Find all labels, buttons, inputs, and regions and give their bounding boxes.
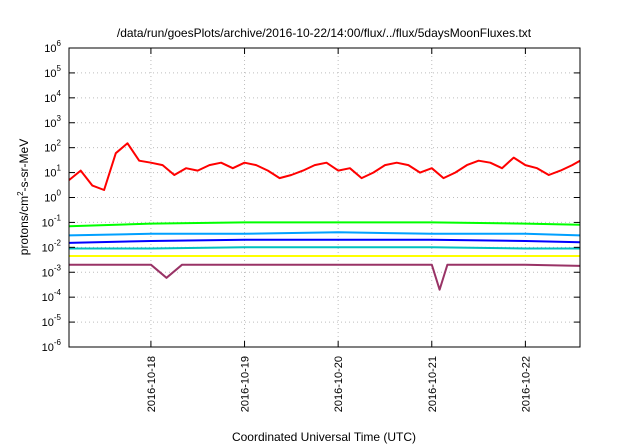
x-axis-label: Coordinated Universal Time (UTC) — [232, 430, 416, 444]
y-tick-label: 10-5 — [42, 313, 62, 329]
y-tick-base: 10 — [42, 217, 54, 229]
y-tick-exponent: 5 — [57, 64, 62, 73]
y-tick-base: 10 — [44, 118, 56, 130]
y-tick-label: 10-3 — [42, 263, 62, 279]
y-tick-label: 103 — [44, 114, 61, 130]
y-tick-exponent: 1 — [57, 164, 62, 173]
y-tick-label: 10-6 — [42, 338, 62, 354]
y-axis: 10-610-510-410-310-210-11001011021031041… — [42, 39, 580, 354]
x-tick-label: 2016-10-20 — [333, 356, 345, 412]
series-line-2 — [68, 221, 581, 228]
series-line-1 — [68, 142, 581, 191]
y-tick-label: 100 — [44, 189, 61, 205]
y-tick-exponent: -3 — [54, 263, 62, 272]
y-tick-label: 102 — [44, 139, 61, 155]
series-line-7 — [69, 263, 581, 291]
x-axis: 2016-10-18 2016-10-19 2016-10-20 2016-10-21… — [146, 48, 532, 412]
x-tick-label: 2016-10-21 — [427, 356, 439, 412]
series-layer — [68, 142, 581, 291]
y-tick-base: 10 — [42, 267, 54, 279]
y-tick-label: 101 — [44, 164, 61, 180]
y-axis-label: protons/cm2-s-sr-MeV — [16, 139, 31, 255]
y-tick-base: 10 — [42, 317, 54, 329]
x-tick-label: 2016-10-18 — [146, 356, 158, 412]
y-tick-base: 10 — [42, 242, 54, 254]
y-tick-base: 10 — [42, 292, 54, 304]
y-tick-exponent: 3 — [57, 114, 62, 123]
y-tick-label: 10-2 — [42, 238, 62, 254]
y-axis-label-superscript: 2 — [16, 191, 25, 196]
series-line-5 — [69, 246, 580, 250]
series-line-4 — [68, 238, 581, 244]
y-axis-label-suffix: -s-sr-MeV — [17, 139, 31, 192]
y-tick-base: 10 — [44, 93, 56, 105]
y-tick-base: 10 — [42, 342, 54, 354]
y-tick-exponent: 4 — [57, 89, 62, 98]
y-tick-exponent: -2 — [54, 238, 62, 247]
y-tick-base: 10 — [44, 143, 56, 155]
y-tick-exponent: -4 — [54, 288, 62, 297]
y-tick-exponent: 0 — [57, 189, 62, 198]
x-tick-label: 2016-10-22 — [520, 356, 532, 412]
y-tick-label: 10-4 — [42, 288, 62, 304]
y-tick-label: 104 — [44, 89, 61, 105]
y-tick-label: 105 — [44, 64, 61, 80]
y-tick-base: 10 — [44, 43, 56, 55]
y-tick-exponent: -1 — [54, 213, 62, 222]
grid — [69, 48, 580, 347]
y-tick-base: 10 — [44, 193, 56, 205]
y-tick-exponent: 6 — [57, 39, 62, 48]
y-tick-exponent: -5 — [54, 313, 62, 322]
y-tick-exponent: -6 — [54, 338, 62, 347]
y-tick-exponent: 2 — [57, 139, 62, 148]
x-tick-label: 2016-10-19 — [240, 356, 252, 412]
y-tick-base: 10 — [44, 168, 56, 180]
y-tick-label: 106 — [44, 39, 61, 55]
y-tick-base: 10 — [44, 68, 56, 80]
chart-title: /data/run/goesPlots/archive/2016-10-22/1… — [117, 26, 532, 40]
series-line-3 — [68, 231, 581, 237]
y-tick-label: 10-1 — [42, 213, 62, 229]
y-axis-label-prefix: protons/cm — [17, 196, 31, 255]
